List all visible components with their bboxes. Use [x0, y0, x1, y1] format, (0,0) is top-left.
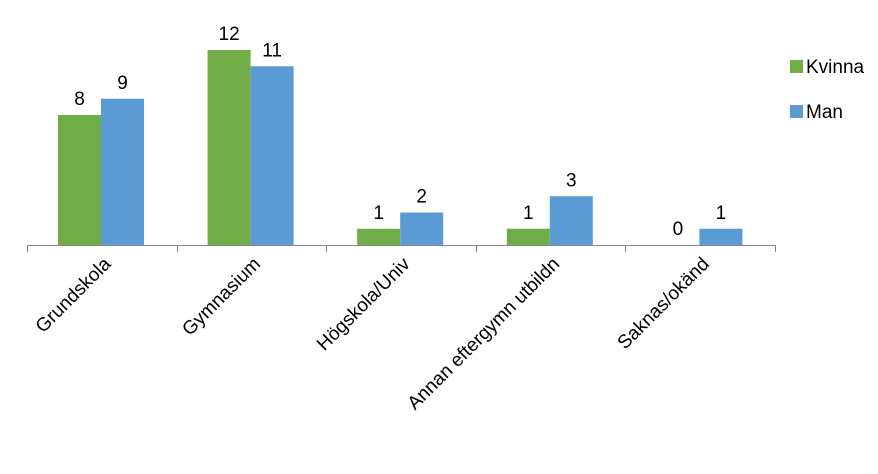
data-label-man-grundskola: 9	[117, 73, 128, 94]
tick-label: Grundskola	[32, 253, 116, 337]
tick-label: Högskola/Univ	[313, 253, 415, 355]
data-label-man-högskola-univ: 2	[416, 187, 427, 208]
bars-group	[58, 50, 743, 245]
legend-swatch-man	[790, 105, 803, 118]
bar-kvinna-grundskola	[58, 115, 101, 245]
tick-label: Gymnasium	[178, 254, 265, 341]
bar-man-högskola-univ	[400, 212, 444, 245]
tick-label: Annan eftergymn utbildn	[404, 254, 564, 414]
data-label-kvinna-annan-eftergymn-utbildn: 1	[523, 203, 534, 224]
bar-kvinna-gymnasium	[207, 50, 251, 245]
bar-man-grundskola	[101, 98, 144, 245]
bar-kvinna-högskola-univ	[357, 228, 401, 245]
legend-label-kvinna: Kvinna	[806, 57, 865, 78]
legend: Kvinna Man	[790, 57, 865, 123]
bar-man-saknas-okänd	[699, 228, 743, 245]
data-label-kvinna-grundskola: 8	[74, 89, 85, 110]
bar-man-annan-eftergymn-utbildn	[549, 196, 593, 245]
data-label-man-gymnasium: 11	[262, 40, 282, 61]
tick-label: Saknas/okänd	[614, 254, 714, 354]
data-label-kvinna-gymnasium: 12	[219, 24, 240, 45]
data-label-kvinna-högskola-univ: 1	[373, 203, 384, 224]
legend-swatch-kvinna	[790, 60, 803, 73]
bar-man-gymnasium	[250, 66, 294, 245]
bar-kvinna-annan-eftergymn-utbildn	[506, 228, 550, 245]
data-label-kvinna-saknas-okänd: 0	[673, 219, 684, 240]
x-axis	[27, 245, 776, 252]
legend-label-man: Man	[806, 102, 843, 123]
data-label-man-saknas-okänd: 1	[716, 203, 727, 224]
data-label-man-annan-eftergymn-utbildn: 3	[566, 170, 577, 191]
